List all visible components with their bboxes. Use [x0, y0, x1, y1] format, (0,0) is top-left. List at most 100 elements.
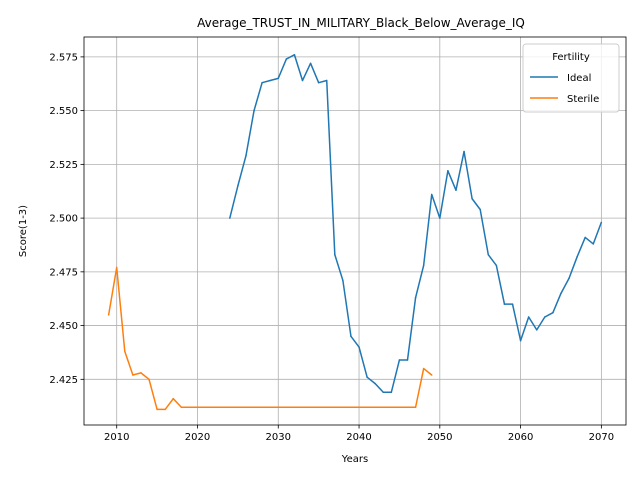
- data-point-ideal: [245, 155, 247, 157]
- data-point-ideal: [414, 296, 417, 299]
- data-point-sterile: [204, 406, 207, 409]
- data-point-ideal: [455, 189, 457, 191]
- data-point-sterile: [188, 406, 191, 409]
- x-tick-label: 2010: [104, 432, 129, 443]
- data-point-ideal: [503, 303, 506, 305]
- series-layer: [107, 53, 603, 411]
- data-point-ideal: [390, 391, 393, 393]
- data-point-ideal: [350, 335, 352, 338]
- x-tick-label: 2020: [185, 432, 210, 443]
- data-point-ideal: [600, 221, 603, 224]
- data-point-ideal: [334, 253, 336, 256]
- y-tick-label: 2.500: [49, 214, 78, 225]
- data-point-ideal: [430, 193, 433, 196]
- data-point-sterile: [269, 406, 271, 409]
- y-tick-label: 2.425: [49, 375, 78, 386]
- data-point-sterile: [301, 406, 304, 409]
- data-point-sterile: [398, 406, 401, 409]
- data-point-ideal: [527, 316, 530, 318]
- legend-label-sterile: Sterile: [567, 94, 599, 105]
- data-point-sterile: [156, 408, 158, 411]
- data-point-ideal: [285, 58, 288, 60]
- data-point-ideal: [382, 391, 385, 393]
- data-point-sterile: [366, 406, 368, 409]
- data-point-sterile: [220, 406, 223, 409]
- data-point-sterile: [422, 367, 425, 370]
- y-tick-label: 2.550: [49, 106, 78, 117]
- data-point-sterile: [172, 397, 175, 400]
- data-point-ideal: [269, 79, 271, 82]
- data-point-sterile: [382, 406, 385, 409]
- chart-title: Average_TRUST_IN_MILITARY_Black_Below_Av…: [197, 16, 525, 30]
- data-point-ideal: [398, 359, 401, 361]
- data-point-sterile: [325, 406, 328, 409]
- data-point-ideal: [366, 376, 368, 378]
- data-point-sterile: [261, 406, 263, 409]
- data-point-ideal: [544, 316, 546, 318]
- y-tick-label: 2.475: [49, 267, 78, 278]
- data-point-sterile: [334, 406, 336, 409]
- data-point-ideal: [511, 303, 514, 305]
- data-point-sterile: [277, 406, 280, 409]
- data-point-sterile: [309, 406, 312, 409]
- legend: Fertility Ideal Sterile: [522, 43, 620, 113]
- data-point-sterile: [229, 406, 231, 409]
- data-point-sterile: [115, 266, 118, 269]
- y-tick-label: 2.525: [49, 160, 78, 171]
- data-point-ideal: [479, 208, 481, 211]
- data-point-ideal: [560, 292, 562, 295]
- data-point-sterile: [358, 406, 360, 409]
- data-point-ideal: [261, 81, 263, 84]
- data-point-sterile: [390, 406, 393, 409]
- plot-frame: [83, 36, 627, 426]
- y-tick-label: 2.575: [49, 52, 78, 63]
- data-point-ideal: [342, 279, 344, 282]
- data-point-sterile: [317, 406, 320, 409]
- x-tick-label: 2040: [346, 432, 371, 443]
- data-point-ideal: [463, 150, 465, 153]
- data-point-ideal: [447, 170, 449, 172]
- data-point-ideal: [293, 53, 296, 56]
- data-point-sterile: [293, 406, 296, 409]
- data-point-sterile: [107, 314, 110, 316]
- data-point-ideal: [237, 185, 239, 187]
- data-point-ideal: [439, 217, 441, 219]
- data-point-ideal: [325, 79, 328, 82]
- x-axis: 2010 2020 2030 2040 2050 2060 2070: [104, 425, 614, 443]
- legend-label-ideal: Ideal: [567, 73, 591, 84]
- x-tick-label: 2060: [508, 432, 533, 443]
- y-axis: 2.425 2.450 2.475 2.500 2.525 2.550 2.575: [49, 52, 84, 386]
- data-point-sterile: [180, 406, 183, 409]
- data-point-sterile: [164, 408, 166, 411]
- y-tick-label: 2.450: [49, 321, 78, 332]
- data-point-sterile: [237, 406, 239, 409]
- data-point-sterile: [342, 406, 344, 409]
- data-point-sterile: [148, 378, 150, 381]
- data-point-ideal: [592, 243, 595, 245]
- legend-box: [522, 43, 620, 113]
- data-point-ideal: [519, 339, 522, 342]
- data-point-sterile: [406, 406, 409, 409]
- data-point-ideal: [576, 256, 578, 258]
- y-axis-label: Score(1-3): [18, 205, 29, 257]
- data-point-sterile: [350, 406, 352, 409]
- data-point-ideal: [253, 109, 255, 112]
- grid: [84, 37, 626, 425]
- data-point-ideal: [277, 77, 280, 80]
- data-point-sterile: [430, 374, 433, 376]
- data-point-ideal: [568, 277, 570, 280]
- x-tick-label: 2070: [589, 432, 614, 443]
- data-point-ideal: [422, 264, 425, 267]
- x-axis-label: Years: [341, 454, 368, 465]
- data-point-ideal: [317, 81, 320, 84]
- data-point-sterile: [245, 406, 247, 409]
- data-point-ideal: [487, 253, 490, 256]
- data-point-ideal: [584, 236, 586, 239]
- data-point-sterile: [124, 350, 126, 353]
- data-point-sterile: [374, 406, 376, 409]
- data-point-sterile: [414, 406, 417, 409]
- data-point-ideal: [301, 79, 304, 82]
- data-point-ideal: [406, 359, 409, 361]
- x-tick-label: 2030: [266, 432, 291, 443]
